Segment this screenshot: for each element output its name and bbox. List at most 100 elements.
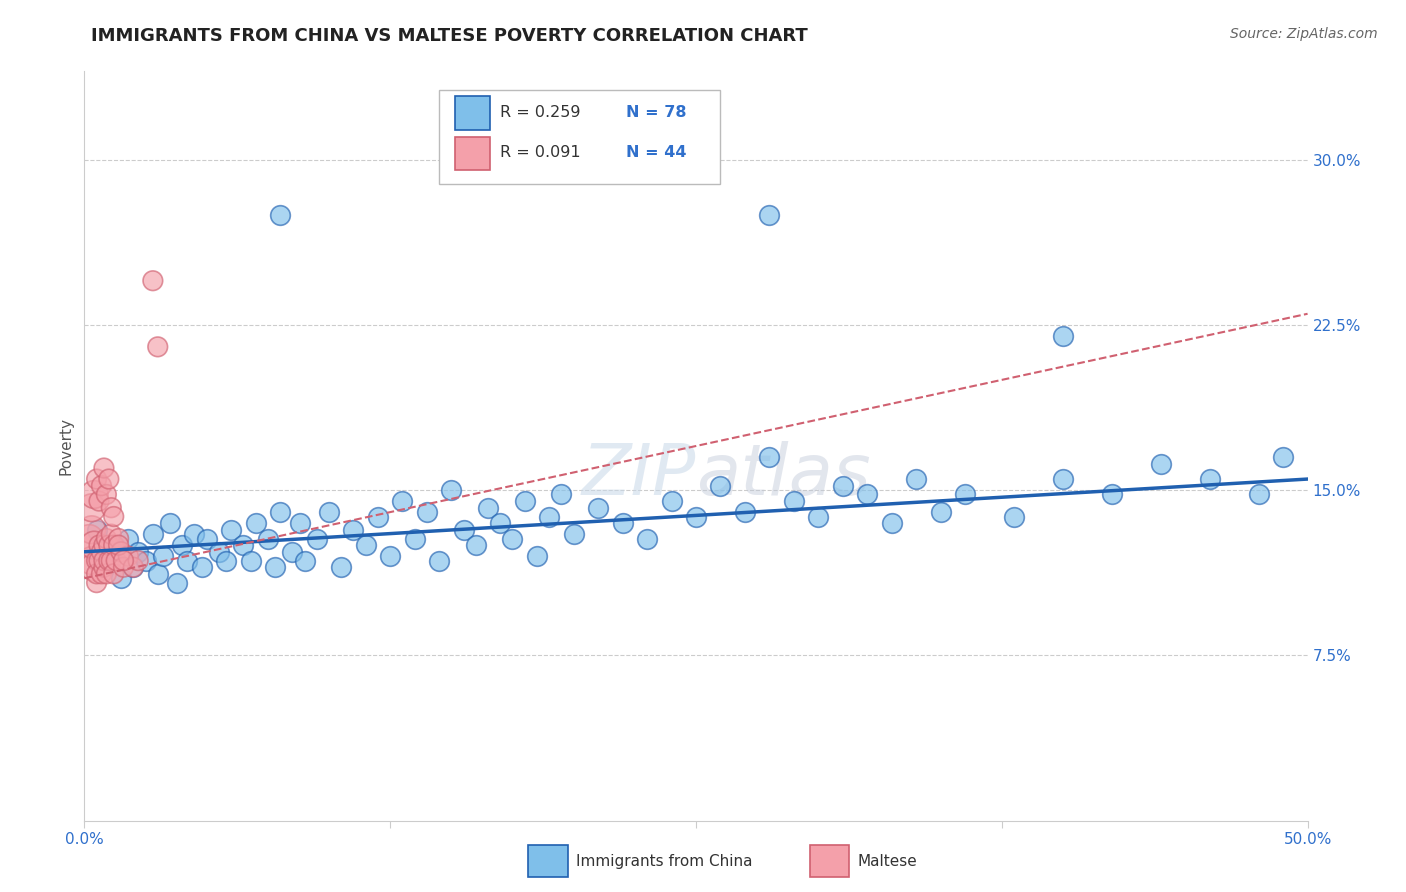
Point	[294, 553, 316, 567]
Point	[1101, 487, 1123, 501]
FancyBboxPatch shape	[456, 136, 491, 170]
Point	[105, 553, 128, 567]
Point	[159, 516, 181, 530]
Point	[77, 532, 100, 546]
Point	[685, 509, 707, 524]
Point	[219, 523, 242, 537]
Point	[1247, 487, 1270, 501]
Point	[208, 545, 231, 559]
Point	[440, 483, 463, 497]
Point	[87, 538, 110, 552]
Point	[427, 553, 450, 567]
Point	[87, 494, 110, 508]
Point	[856, 487, 879, 501]
FancyBboxPatch shape	[810, 846, 849, 877]
Point	[93, 553, 115, 567]
Text: atlas: atlas	[696, 442, 870, 510]
Point	[929, 505, 952, 519]
Point	[245, 516, 267, 530]
Point	[142, 527, 165, 541]
Point	[269, 208, 291, 222]
Point	[636, 532, 658, 546]
Point	[146, 340, 169, 354]
Text: R = 0.091: R = 0.091	[501, 145, 581, 161]
Point	[880, 516, 903, 530]
Point	[110, 545, 132, 559]
Point	[502, 532, 524, 546]
Point	[1052, 328, 1074, 343]
Point	[1002, 509, 1025, 524]
FancyBboxPatch shape	[439, 90, 720, 184]
FancyBboxPatch shape	[529, 846, 568, 877]
Point	[97, 472, 120, 486]
Point	[90, 545, 112, 559]
Point	[86, 566, 108, 581]
Point	[709, 478, 731, 492]
Point	[562, 527, 585, 541]
Point	[734, 505, 756, 519]
Point	[905, 472, 928, 486]
Point	[93, 538, 115, 552]
Point	[661, 494, 683, 508]
Point	[1198, 472, 1220, 486]
Point	[146, 566, 169, 581]
Point	[404, 532, 426, 546]
Point	[526, 549, 548, 564]
Point	[86, 472, 108, 486]
Point	[758, 450, 780, 464]
Point	[318, 505, 340, 519]
Point	[90, 566, 112, 581]
Point	[142, 274, 165, 288]
Point	[342, 523, 364, 537]
Point	[117, 549, 139, 564]
Point	[215, 553, 238, 567]
Point	[586, 500, 609, 515]
Point	[83, 487, 105, 501]
Point	[127, 545, 149, 559]
Point	[232, 538, 254, 552]
Point	[86, 523, 108, 537]
Point	[97, 538, 120, 552]
Point	[122, 560, 145, 574]
Point	[107, 538, 129, 552]
Y-axis label: Poverty: Poverty	[58, 417, 73, 475]
Point	[112, 553, 135, 567]
Point	[391, 494, 413, 508]
Point	[612, 516, 634, 530]
Point	[93, 553, 115, 567]
Point	[80, 500, 103, 515]
Point	[239, 553, 262, 567]
Point	[1052, 472, 1074, 486]
Point	[100, 527, 122, 541]
Point	[1272, 450, 1295, 464]
Point	[953, 487, 976, 501]
Point	[257, 532, 280, 546]
Point	[122, 560, 145, 574]
Point	[96, 532, 118, 546]
Point	[87, 553, 110, 567]
Point	[152, 549, 174, 564]
Point	[464, 538, 486, 552]
Point	[96, 487, 118, 501]
Point	[513, 494, 536, 508]
Point	[166, 575, 188, 590]
Point	[758, 208, 780, 222]
Text: IMMIGRANTS FROM CHINA VS MALTESE POVERTY CORRELATION CHART: IMMIGRANTS FROM CHINA VS MALTESE POVERTY…	[91, 27, 808, 45]
Point	[80, 523, 103, 537]
Point	[269, 505, 291, 519]
Point	[80, 553, 103, 567]
FancyBboxPatch shape	[456, 96, 491, 129]
Point	[831, 478, 853, 492]
Point	[103, 538, 125, 552]
Point	[172, 538, 194, 552]
Point	[86, 575, 108, 590]
Point	[489, 516, 512, 530]
Point	[100, 500, 122, 515]
Point	[191, 560, 214, 574]
Point	[83, 560, 105, 574]
Text: Source: ZipAtlas.com: Source: ZipAtlas.com	[1230, 27, 1378, 41]
Text: Immigrants from China: Immigrants from China	[576, 854, 752, 869]
Point	[416, 505, 439, 519]
Point	[127, 553, 149, 567]
Point	[96, 566, 118, 581]
